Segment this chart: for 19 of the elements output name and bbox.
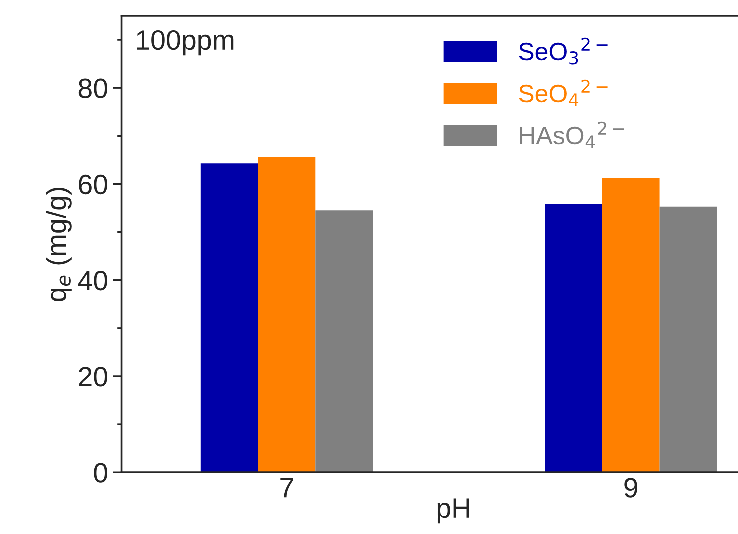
- y-tick-label: 20: [79, 367, 108, 387]
- y-axis-title: q$_{e}$ (mg/g): [46, 188, 72, 302]
- bar: [545, 204, 602, 473]
- bar: [602, 178, 660, 473]
- x-tick-label: 7: [280, 478, 294, 498]
- x-tick-label: 9: [624, 478, 638, 498]
- legend-label: SeO$_{3}$$^{2−}$: [519, 38, 608, 65]
- y-tick-label: 0: [94, 463, 108, 483]
- legend-label: SeO$_{4}$$^{2−}$: [519, 80, 608, 106]
- y-tick-label: 80: [78, 78, 108, 98]
- bar: [316, 210, 374, 473]
- bar: [200, 164, 258, 473]
- y-tick-label: 60: [79, 174, 108, 195]
- y-tick-label: 40: [78, 271, 108, 291]
- x-axis-title: pH: [438, 498, 470, 524]
- bar: [258, 157, 316, 473]
- bar: [660, 206, 718, 473]
- annotation: 100ppm: [137, 30, 234, 56]
- legend-label: HAsO$_{4}$$^{2−}$: [520, 122, 624, 148]
